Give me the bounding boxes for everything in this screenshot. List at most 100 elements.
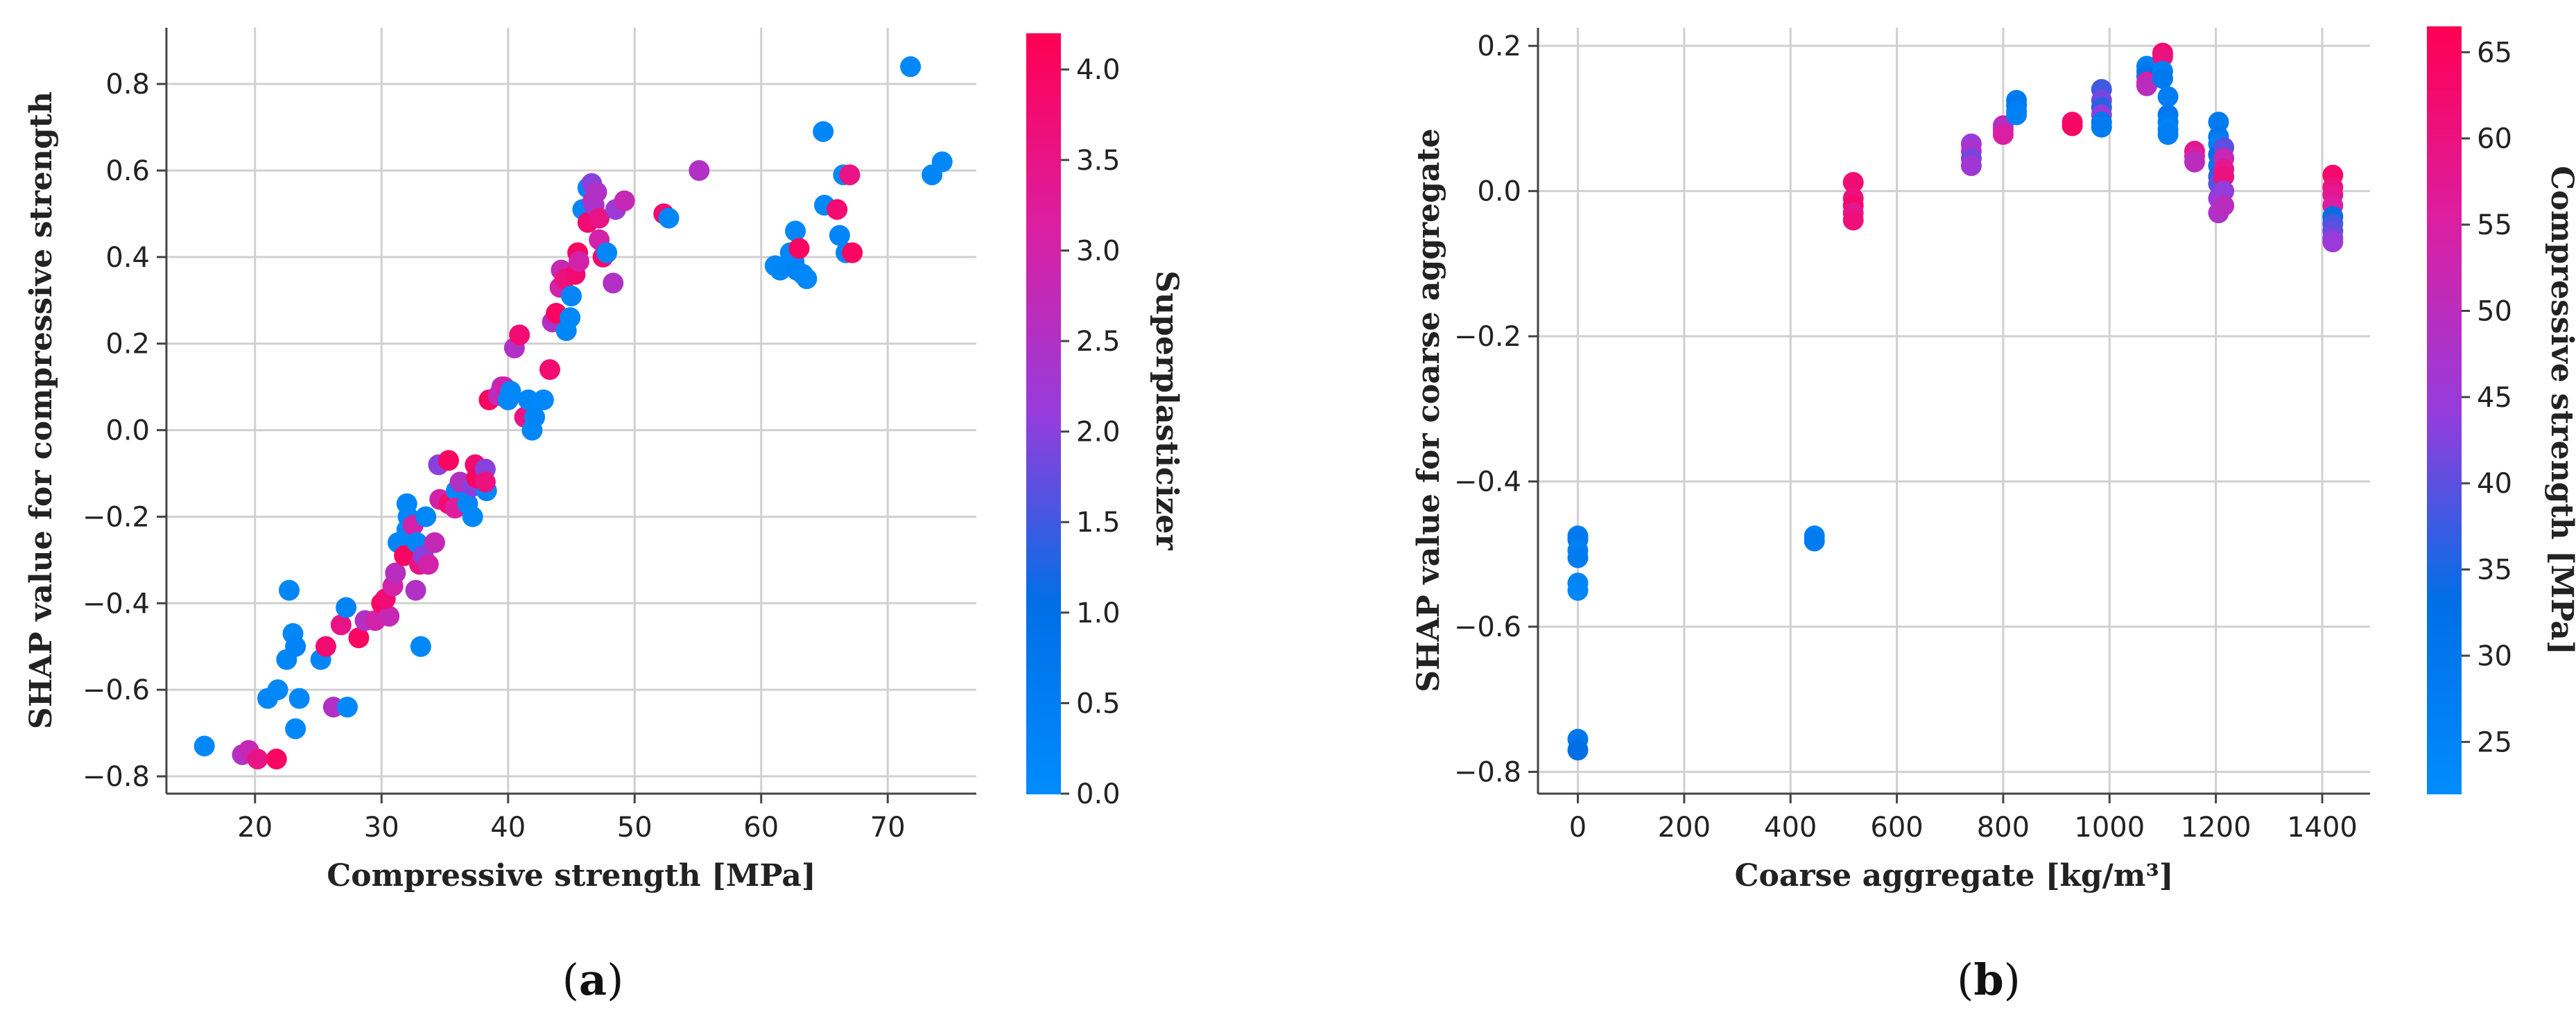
a-colorbar-segment bbox=[1026, 179, 1061, 186]
b-colorbar-segment bbox=[2427, 665, 2462, 673]
a-data-point bbox=[614, 190, 635, 211]
b-colorbar-segment bbox=[2427, 378, 2462, 385]
a-colorbar-segment bbox=[1026, 756, 1061, 763]
a-y-tick-label: −0.8 bbox=[83, 761, 150, 793]
a-colorbar-segment bbox=[1026, 686, 1061, 693]
a-data-point bbox=[500, 381, 521, 402]
a-colorbar-segment bbox=[1026, 629, 1061, 636]
a-colorbar-segment bbox=[1026, 635, 1061, 643]
b-colorbar-segment bbox=[2427, 58, 2462, 66]
b-colorbar-segment bbox=[2427, 455, 2462, 462]
panel-b: 0 200 400 600 800 1000 1200 1400 −0.8−0.6−0.4−0… bbox=[1411, 26, 2576, 1005]
b-x-tick-label: 600 bbox=[1870, 812, 1923, 844]
b-colorbar-segment bbox=[2427, 180, 2462, 187]
b-colorbar-segment bbox=[2427, 365, 2462, 373]
a-colorbar-segment bbox=[1026, 552, 1061, 560]
b-colorbar-segment bbox=[2427, 588, 2462, 597]
a-colorbar-segment bbox=[1026, 698, 1061, 706]
a-colorbar-segment bbox=[1026, 780, 1061, 788]
b-colorbar-segment bbox=[2427, 473, 2462, 481]
b-y-tick-label: −0.8 bbox=[1454, 757, 1521, 789]
b-colorbar-segment bbox=[2427, 141, 2462, 149]
b-colorbar-segment bbox=[2427, 128, 2462, 136]
a-colorbar-segment bbox=[1026, 534, 1061, 541]
b-x-tick-label: 800 bbox=[1977, 812, 2030, 844]
b-colorbar-segment bbox=[2427, 576, 2462, 584]
b-data-point bbox=[1804, 530, 1825, 552]
a-colorbar-segment bbox=[1026, 489, 1061, 497]
a-data-point bbox=[813, 121, 834, 142]
b-colorbar-segment bbox=[2427, 26, 2462, 34]
b-colorbar-segment bbox=[2427, 282, 2462, 290]
a-colorbar-segment bbox=[1026, 502, 1061, 509]
b-colorbar-segment bbox=[2427, 531, 2462, 539]
b-colorbar-segment bbox=[2427, 403, 2462, 411]
a-colorbar-segment bbox=[1026, 141, 1061, 148]
a-colorbar-segment bbox=[1026, 572, 1061, 579]
b-colorbar-segment bbox=[2427, 685, 2462, 692]
a-data-point bbox=[417, 554, 439, 575]
a-colorbar-segment bbox=[1026, 768, 1061, 776]
a-colorbar-segment bbox=[1026, 483, 1061, 491]
a-colorbar-segment bbox=[1026, 470, 1061, 478]
b-colorbar-segment bbox=[2427, 154, 2462, 162]
a-data-point bbox=[829, 225, 850, 246]
b-colorbar-segment bbox=[2427, 352, 2462, 360]
a-data-point bbox=[385, 562, 406, 584]
b-colorbar-segment bbox=[2427, 192, 2462, 200]
b-colorbar-segment bbox=[2427, 390, 2462, 399]
a-colorbar-segment bbox=[1026, 343, 1061, 351]
a-data-point bbox=[827, 199, 848, 220]
b-data-point bbox=[2184, 151, 2205, 173]
a-colorbar-segment bbox=[1026, 464, 1061, 471]
a-data-point bbox=[785, 220, 806, 242]
a-colorbar-segment bbox=[1026, 692, 1061, 699]
a-data-point bbox=[424, 532, 445, 553]
b-colorbar-segment bbox=[2427, 372, 2462, 379]
a-x-ticks: 20 30 40 50 60 70 bbox=[237, 794, 906, 844]
a-data-point bbox=[396, 493, 417, 514]
b-data-point bbox=[2213, 166, 2235, 187]
a-colorbar-segment bbox=[1026, 96, 1061, 104]
a-data-point bbox=[336, 597, 357, 618]
a-colorbar-segment bbox=[1026, 407, 1061, 414]
b-data-point bbox=[1842, 172, 1864, 193]
a-colorbar-segment bbox=[1026, 306, 1061, 313]
a-colorbar-segment bbox=[1026, 312, 1061, 320]
a-data-point bbox=[336, 697, 358, 718]
b-x-ticks: 0 200 400 600 800 1000 1200 1400 bbox=[1569, 794, 2358, 844]
b-data-point bbox=[2152, 46, 2173, 67]
b-x-tick-label: 1000 bbox=[2074, 812, 2145, 844]
a-colorbar-segment bbox=[1026, 476, 1061, 485]
b-colorbar-segment bbox=[2427, 640, 2462, 647]
b-colorbar-segment bbox=[2427, 487, 2462, 494]
a-data-point bbox=[285, 718, 306, 740]
b-x-axis-label: Coarse aggregate [kg/m³] bbox=[1734, 858, 2173, 893]
b-colorbar-segment bbox=[2427, 729, 2462, 737]
a-colorbar-segment bbox=[1026, 236, 1061, 243]
b-x-tick-label: 1400 bbox=[2287, 812, 2358, 844]
a-data-point bbox=[267, 679, 288, 701]
b-colorbar-segment bbox=[2427, 116, 2462, 123]
b-colorbar-segment bbox=[2427, 211, 2462, 219]
a-colorbar: 0.0 0.5 1.0 1.5 2.0 2.5 3.0 3.5 4.0 bbox=[1026, 33, 1121, 810]
a-x-tick-label: 40 bbox=[490, 812, 526, 844]
a-colorbar-segment bbox=[1026, 742, 1061, 751]
a-colorbar-segment bbox=[1026, 749, 1061, 757]
b-colorbar-segment bbox=[2427, 761, 2462, 769]
b-colorbar-segment bbox=[2427, 173, 2462, 181]
b-data-point bbox=[2006, 104, 2028, 125]
a-colorbar-segment bbox=[1026, 597, 1061, 604]
a-data-point bbox=[561, 286, 582, 307]
b-colorbar-segment bbox=[2427, 33, 2462, 40]
b-colorbar-segment bbox=[2427, 320, 2462, 328]
a-colorbar-segment bbox=[1026, 147, 1061, 155]
a-colorbar-segment bbox=[1026, 46, 1061, 53]
b-colorbar-segment bbox=[2427, 45, 2462, 53]
b-colorbar-segment bbox=[2427, 582, 2462, 590]
a-colorbar-segment bbox=[1026, 52, 1061, 60]
a-colorbar-segment bbox=[1026, 591, 1061, 598]
a-colorbar-segment bbox=[1026, 413, 1061, 421]
a-data-point bbox=[462, 506, 483, 527]
a-colorbar-segment bbox=[1026, 654, 1061, 662]
